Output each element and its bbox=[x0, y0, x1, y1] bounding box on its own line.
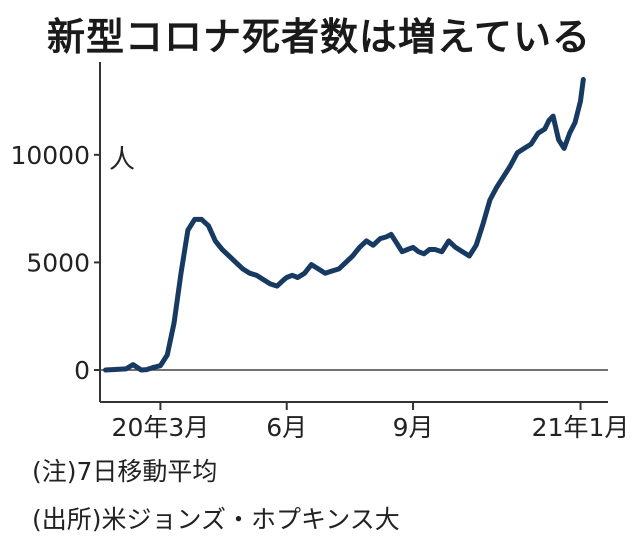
y-ticks-group: 0 5000 10000 bbox=[10, 141, 100, 385]
series-group bbox=[103, 77, 586, 373]
series-line-deaths bbox=[103, 77, 586, 373]
y-unit-label: 人 bbox=[109, 145, 135, 175]
x-tick-label: 21年1月 bbox=[532, 413, 630, 442]
x-tick-label: 6月 bbox=[266, 413, 307, 442]
axes-group bbox=[99, 62, 608, 403]
chart-svg: 0 5000 10000 20年3月 6月 9月 21年1月 人 bbox=[10, 62, 630, 442]
y-tick-label: 5000 bbox=[26, 248, 90, 277]
x-ticks-group: 20年3月 6月 9月 21年1月 bbox=[112, 402, 630, 442]
note-source: (出所)米ジョンズ・ホプキンス大 bbox=[32, 505, 400, 534]
x-tick-label: 20年3月 bbox=[112, 413, 210, 442]
x-tick-label: 9月 bbox=[393, 413, 434, 442]
y-tick-label: 0 bbox=[74, 356, 90, 385]
y-tick-label: 10000 bbox=[10, 141, 90, 170]
note-moving-average: (注)7日移動平均 bbox=[32, 457, 218, 486]
chart-title: 新型コロナ死者数は増えている bbox=[46, 15, 592, 59]
